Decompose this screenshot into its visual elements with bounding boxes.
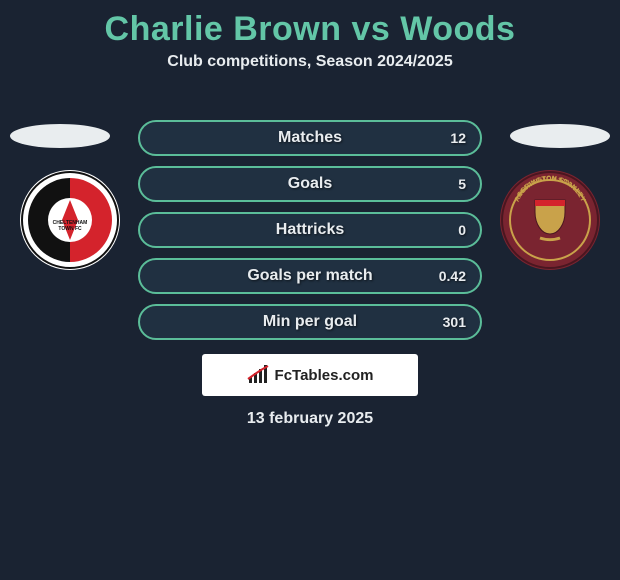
stat-row: Goals 5 (138, 166, 482, 202)
stat-label: Hattricks (276, 221, 344, 239)
player-right-photo (510, 124, 610, 148)
club-badge-right: ACCRINGTON STANLEY ACCRINGTON STANLEY (500, 170, 600, 270)
stat-right-value: 12 (450, 130, 466, 146)
accrington-badge-icon: ACCRINGTON STANLEY ACCRINGTON STANLEY (500, 170, 600, 270)
stat-label: Goals per match (247, 267, 372, 285)
stat-right-value: 301 (443, 314, 466, 330)
stat-label: Matches (278, 129, 342, 147)
stat-right-value: 0.42 (439, 268, 466, 284)
stat-row: Hattricks 0 (138, 212, 482, 248)
club-badge-left: CHELTENHAM TOWN FC (20, 170, 120, 270)
bar-chart-icon (247, 365, 271, 385)
player-left-photo (10, 124, 110, 148)
stat-row: Min per goal 301 (138, 304, 482, 340)
cheltenham-badge-icon: CHELTENHAM TOWN FC (20, 170, 120, 270)
brand-text: FcTables.com (275, 367, 374, 384)
stat-label: Goals (288, 175, 332, 193)
svg-text:TOWN FC: TOWN FC (58, 226, 82, 232)
stat-row: Goals per match 0.42 (138, 258, 482, 294)
brand-watermark: FcTables.com (202, 354, 418, 396)
stat-label: Min per goal (263, 313, 357, 331)
page-title: Charlie Brown vs Woods (0, 0, 620, 53)
stat-right-value: 0 (458, 222, 466, 238)
stat-right-value: 5 (458, 176, 466, 192)
stats-list: Matches 12 Goals 5 Hattricks 0 Goals per… (138, 120, 482, 340)
stat-row: Matches 12 (138, 120, 482, 156)
subtitle: Club competitions, Season 2024/2025 (0, 53, 620, 89)
date-label: 13 february 2025 (0, 410, 620, 428)
